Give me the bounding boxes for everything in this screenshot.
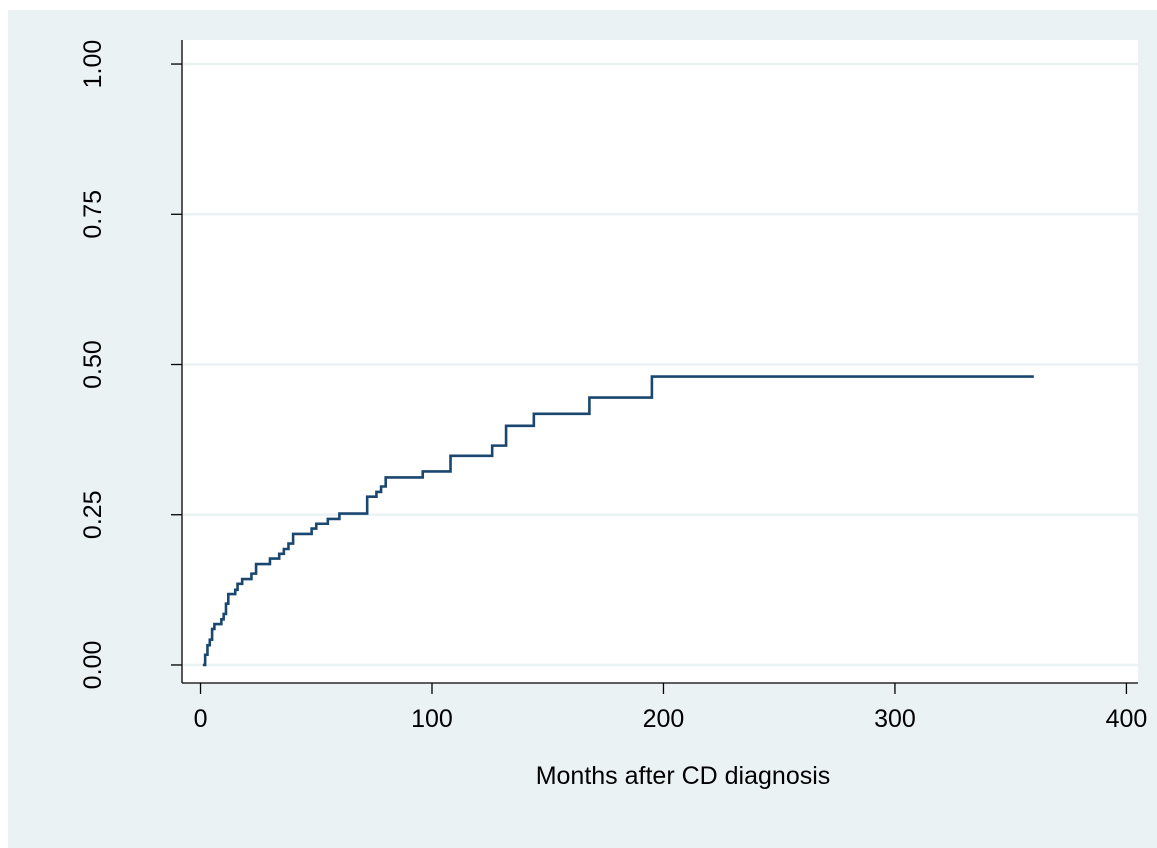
x-axis-title: Months after CD diagnosis xyxy=(536,762,831,790)
x-tick-label: 0 xyxy=(194,705,208,733)
y-tick-label: 0.50 xyxy=(79,340,107,389)
y-tick-label: 0.00 xyxy=(79,641,107,690)
axes: 0.00 0.25 0.50 0.75 1.00 0 100 200 300 400 xyxy=(79,40,1147,733)
x-tick-label: 100 xyxy=(411,705,453,733)
x-tick-label: 300 xyxy=(874,705,916,733)
y-tick-label: 0.25 xyxy=(79,490,107,539)
x-tick-label: 200 xyxy=(643,705,685,733)
series-line-0 xyxy=(202,375,1034,667)
y-tick-label: 1.00 xyxy=(79,40,107,89)
x-tick-label: 400 xyxy=(1106,705,1148,733)
series-layer xyxy=(202,375,1034,667)
plot-area xyxy=(182,40,1138,683)
y-tick-label: 0.75 xyxy=(79,190,107,239)
